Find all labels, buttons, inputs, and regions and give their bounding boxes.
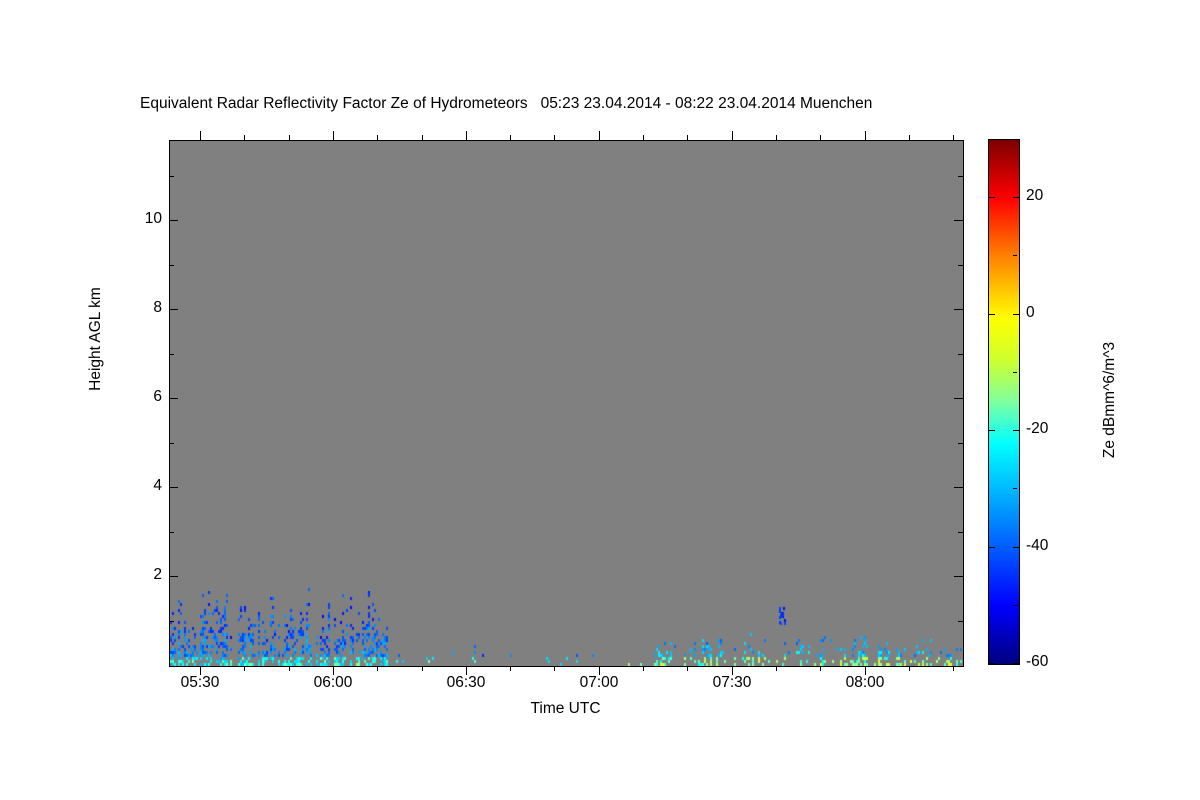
y-tick-label: 2 <box>153 566 162 583</box>
x-tick-minor <box>377 666 378 671</box>
x-tick-major-top <box>466 131 467 140</box>
x-tick-minor-top <box>776 135 777 140</box>
x-tick-label: 06:00 <box>313 674 353 691</box>
colorbar-tick-left <box>989 430 995 431</box>
colorbar-tick-label: -40 <box>1026 537 1049 554</box>
y-tick-major-right <box>954 398 963 399</box>
x-tick-minor-top <box>909 135 910 140</box>
colorbar-tick-label: -20 <box>1026 420 1049 437</box>
colorbar-tick <box>1013 197 1019 198</box>
y-tick-minor-right <box>958 621 963 622</box>
y-tick-minor-right <box>958 354 963 355</box>
x-tick-minor <box>289 666 290 671</box>
colorbar-gradient <box>989 140 1019 664</box>
colorbar-tick <box>1013 430 1019 431</box>
y-tick-major-right <box>954 309 963 310</box>
y-tick-major <box>169 487 178 488</box>
colorbar-tick-label: -60 <box>1026 653 1049 670</box>
x-tick-label: 06:30 <box>446 674 486 691</box>
x-axis-label: Time UTC <box>530 700 601 717</box>
colorbar-tick-minor <box>1013 605 1017 606</box>
plot-axes-area <box>169 140 964 667</box>
page-title: Equivalent Radar Reflectivity Factor Ze … <box>140 95 873 112</box>
colorbar-tick-left <box>989 314 995 315</box>
y-tick-major <box>169 576 178 577</box>
x-tick-major-top <box>865 131 866 140</box>
x-tick-minor <box>510 666 511 671</box>
y-tick-label: 8 <box>153 299 162 316</box>
y-tick-minor <box>169 621 174 622</box>
y-tick-major-right <box>954 576 963 577</box>
x-tick-minor <box>909 666 910 671</box>
x-tick-major <box>732 666 733 675</box>
x-tick-major-top <box>599 131 600 140</box>
colorbar-tick-label: 0 <box>1026 304 1035 321</box>
x-tick-label: 08:00 <box>845 674 885 691</box>
x-tick-minor <box>244 666 245 671</box>
x-tick-major-top <box>732 131 733 140</box>
y-tick-minor-right <box>958 176 963 177</box>
x-tick-minor-top <box>510 135 511 140</box>
y-tick-minor <box>169 443 174 444</box>
x-tick-major <box>466 666 467 675</box>
y-tick-label: 6 <box>153 388 162 405</box>
y-tick-label: 4 <box>153 477 162 494</box>
x-tick-minor <box>776 666 777 671</box>
colorbar-tick-minor <box>1013 372 1017 373</box>
y-tick-major <box>169 398 178 399</box>
y-tick-minor-right <box>958 265 963 266</box>
y-tick-major <box>169 220 178 221</box>
x-tick-minor-top <box>953 135 954 140</box>
colorbar-label: Ze dBmm^6/m^3 <box>1101 341 1118 459</box>
x-tick-label: 07:30 <box>712 674 752 691</box>
y-tick-major-right <box>954 220 963 221</box>
colorbar-tick <box>1013 663 1019 664</box>
colorbar-tick-minor <box>1013 488 1017 489</box>
colorbar-tick <box>1013 547 1019 548</box>
x-tick-major <box>599 666 600 675</box>
y-tick-minor-right <box>958 443 963 444</box>
x-tick-minor-top <box>289 135 290 140</box>
colorbar-tick-left <box>989 547 995 548</box>
x-tick-minor-top <box>554 135 555 140</box>
y-tick-major-right <box>954 487 963 488</box>
x-tick-minor <box>820 666 821 671</box>
x-tick-minor-top <box>377 135 378 140</box>
y-tick-minor <box>169 265 174 266</box>
y-tick-label: 10 <box>144 210 162 227</box>
colorbar-tick-label: 20 <box>1026 187 1044 204</box>
x-tick-minor-top <box>687 135 688 140</box>
x-tick-label: 05:30 <box>180 674 220 691</box>
y-tick-major <box>169 309 178 310</box>
x-tick-major-top <box>333 131 334 140</box>
colorbar-tick <box>1013 314 1019 315</box>
x-tick-minor <box>953 666 954 671</box>
y-axis-label: Height AGL km <box>87 287 104 391</box>
x-tick-minor <box>643 666 644 671</box>
x-tick-major <box>200 666 201 675</box>
x-tick-major <box>333 666 334 675</box>
x-tick-label: 07:00 <box>579 674 619 691</box>
x-tick-minor <box>687 666 688 671</box>
colorbar-tick-left <box>989 197 995 198</box>
x-tick-major-top <box>200 131 201 140</box>
reflectivity-heatmap <box>170 141 963 666</box>
x-tick-minor-top <box>820 135 821 140</box>
x-tick-minor-top <box>643 135 644 140</box>
x-tick-major <box>865 666 866 675</box>
x-tick-minor-top <box>422 135 423 140</box>
colorbar-tick-left <box>989 663 995 664</box>
y-tick-minor <box>169 176 174 177</box>
colorbar-tick-minor <box>1013 255 1017 256</box>
y-tick-minor <box>169 532 174 533</box>
colorbar <box>988 139 1020 665</box>
x-tick-minor <box>554 666 555 671</box>
y-tick-minor-right <box>958 532 963 533</box>
y-tick-minor <box>169 354 174 355</box>
x-tick-minor <box>422 666 423 671</box>
x-tick-minor-top <box>244 135 245 140</box>
